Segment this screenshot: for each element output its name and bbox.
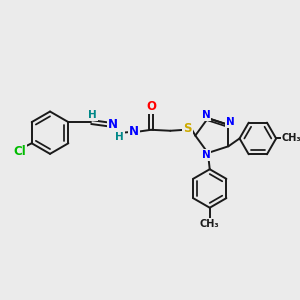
Text: H: H: [88, 110, 97, 120]
Text: N: N: [129, 125, 139, 138]
Text: CH₃: CH₃: [282, 134, 300, 143]
Text: N: N: [108, 118, 118, 131]
Text: N: N: [226, 117, 235, 127]
Text: CH₃: CH₃: [200, 219, 220, 229]
Text: O: O: [146, 100, 156, 113]
Text: Cl: Cl: [14, 146, 26, 158]
Text: N: N: [202, 110, 210, 120]
Text: N: N: [202, 150, 210, 160]
Text: H: H: [115, 131, 124, 142]
Text: S: S: [183, 122, 192, 135]
